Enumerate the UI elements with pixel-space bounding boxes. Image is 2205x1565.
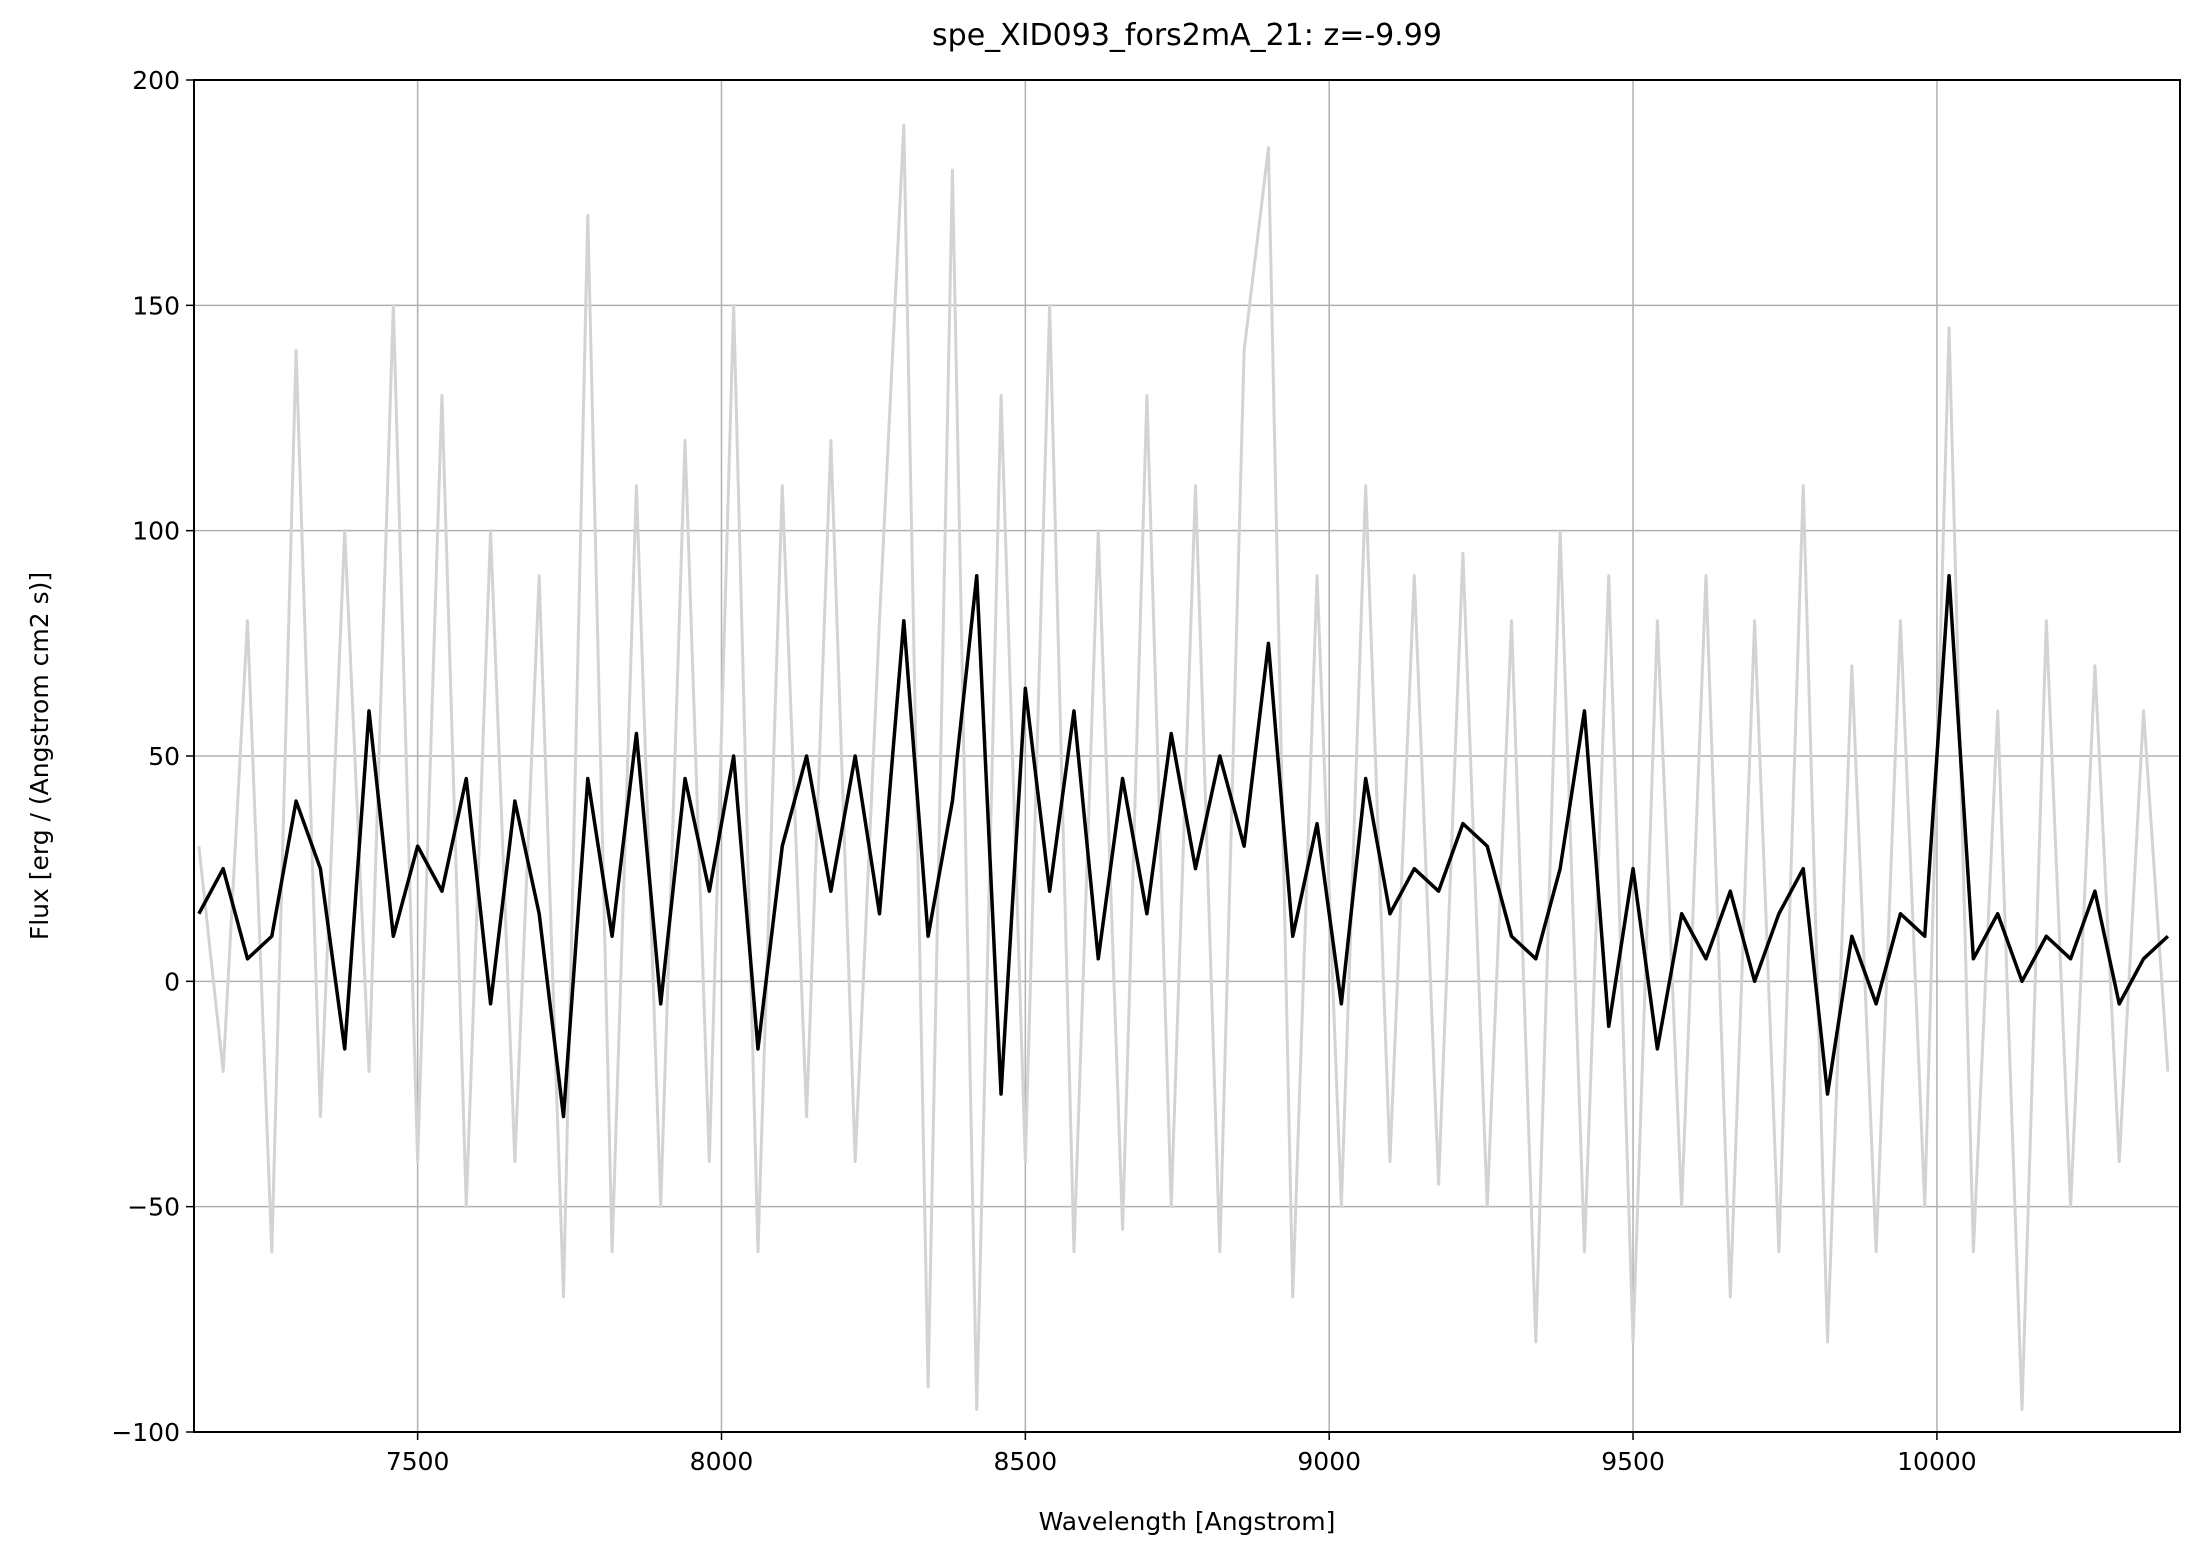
x-tick-label: 7500 bbox=[386, 1447, 450, 1476]
x-tick-label: 8000 bbox=[690, 1447, 754, 1476]
x-tick-label: 10000 bbox=[1897, 1447, 1977, 1476]
chart-title: spe_XID093_fors2mA_21: z=-9.99 bbox=[932, 18, 1442, 53]
x-tick-label: 8500 bbox=[994, 1447, 1058, 1476]
y-tick-label: 200 bbox=[132, 66, 180, 95]
ticks: 7500 8000 8500 9000 9500 10000 −100 −50 0 50 100 15… bbox=[111, 66, 1976, 1476]
y-tick-label: 100 bbox=[132, 517, 180, 546]
plot-area bbox=[197, 123, 2170, 1411]
y-tick-label: 150 bbox=[132, 291, 180, 320]
series-line bbox=[197, 573, 2170, 1119]
x-axis-label: Wavelength [Angstrom] bbox=[1039, 1507, 1336, 1536]
x-tick-label: 9000 bbox=[1297, 1447, 1361, 1476]
y-tick-label: −100 bbox=[111, 1418, 180, 1447]
x-tick-label: 9500 bbox=[1601, 1447, 1665, 1476]
y-tick-label: 50 bbox=[148, 742, 180, 771]
y-tick-label: −50 bbox=[127, 1193, 180, 1222]
series-line bbox=[197, 123, 2170, 1411]
y-tick-label: 0 bbox=[164, 967, 180, 996]
y-axis-label: Flux [erg / (Angstrom cm2 s)] bbox=[25, 572, 54, 940]
